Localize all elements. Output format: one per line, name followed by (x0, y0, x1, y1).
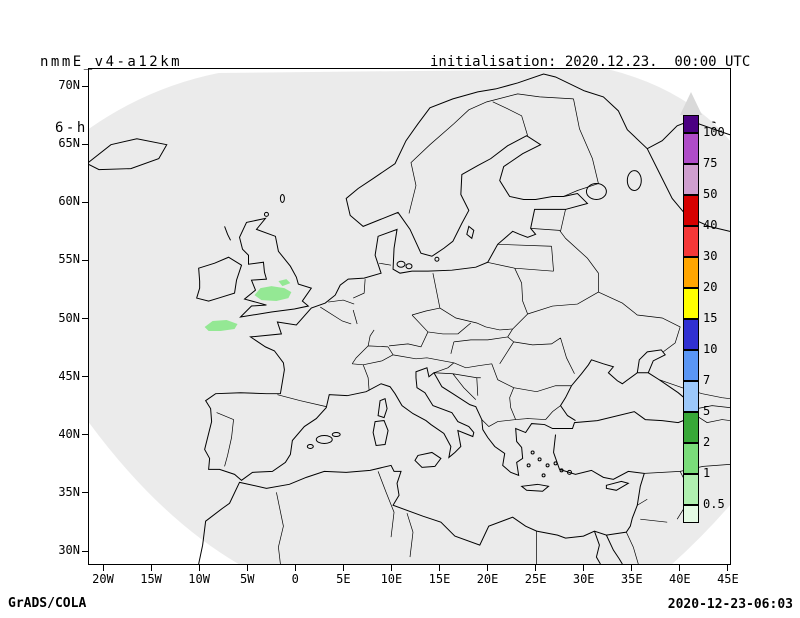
aegean-island (545, 463, 550, 468)
x-axis-tick (342, 565, 344, 571)
hebrides-coast (224, 226, 232, 241)
creation-timestamp: 2020-12-23-06:03 (667, 597, 793, 612)
y-axis-tick-label: 35N (58, 484, 80, 499)
grads-credit: GrADS/COLA (8, 596, 87, 611)
aegean-island (526, 463, 531, 468)
x-axis-tick (438, 565, 440, 571)
gotland-coast (466, 225, 475, 240)
aegean-island (559, 468, 564, 473)
lake-ladoga (585, 183, 607, 200)
orkney-coast (263, 211, 269, 217)
precip-patch (254, 286, 292, 302)
x-axis-tick-label: 10E (380, 572, 403, 586)
x-axis-tick-label: 45E (717, 572, 739, 586)
x-axis-tick (102, 565, 104, 571)
x-axis-tick (631, 565, 633, 571)
precip-field (204, 279, 292, 331)
x-axis-tick (727, 565, 729, 571)
initialisation-time: initialisation: 2020.12.23. 00:00 UTC (430, 54, 751, 70)
corsica-coast (377, 397, 388, 419)
x-axis-tick-label: 15W (140, 572, 162, 586)
sea-of-azov-coast (636, 349, 666, 373)
x-axis-tick-label: 10W (188, 572, 210, 586)
north-russia-river (646, 148, 730, 232)
x-axis-tick-label: 25E (524, 572, 547, 586)
white-sea-coast (584, 90, 730, 150)
iceland-coast (89, 138, 168, 171)
aegean-island (530, 450, 535, 455)
menorca-coast (331, 432, 341, 438)
rhodes-coast (567, 469, 572, 475)
aegean-island (537, 457, 542, 462)
y-axis-tick-label: 55N (58, 252, 80, 267)
coastlines (89, 73, 730, 564)
x-axis-tick-label: 30E (572, 572, 595, 586)
x-axis-tick-label: 35E (620, 572, 643, 586)
ibiza-coast (306, 443, 314, 449)
x-axis-tick-label: 20W (92, 572, 114, 586)
borders-path (216, 93, 730, 564)
x-axis-tick (246, 565, 248, 571)
precip-patch (278, 279, 291, 287)
x-axis-tick (150, 565, 152, 571)
aegean-island (541, 473, 546, 478)
mallorca-coast (315, 435, 333, 444)
great-britain-coast (239, 217, 313, 318)
model-domain-shade (89, 69, 730, 564)
bornholm-coast (434, 256, 440, 262)
nile-river (593, 530, 601, 564)
y-axis-tick-label: 30N (58, 543, 80, 557)
x-axis-tick-label: 40E (668, 572, 691, 586)
cyprus-coast (605, 480, 630, 491)
y-axis-tick-label: 45N (58, 368, 80, 383)
y-axis-tick-label: 50N (58, 310, 80, 325)
sardinia-coast (372, 420, 389, 447)
lake-onega (626, 170, 642, 192)
x-axis-tick (583, 565, 585, 571)
mediterranean-africa-coast (198, 434, 645, 564)
x-axis-tick (294, 565, 296, 571)
ireland-coast (196, 256, 243, 302)
gulf-of-suez (605, 534, 623, 564)
precip-patch (204, 319, 238, 331)
model-name: nmmE_v4-a12km (40, 54, 183, 70)
x-axis-tick (390, 565, 392, 571)
x-axis-tick-label: 20E (476, 572, 499, 586)
x-axis-tick (535, 565, 537, 571)
danish-island (396, 260, 406, 268)
sicily-coast (414, 451, 442, 468)
x-axis-tick (198, 565, 200, 571)
x-axis-tick-label: 5W (239, 572, 255, 586)
x-axis-tick-label: 15E (428, 572, 451, 586)
map-frame (88, 68, 731, 565)
country-borders (216, 93, 730, 564)
aegean-island (553, 461, 558, 466)
danish-island (405, 263, 413, 270)
y-axis-tick-label: 40N (58, 426, 80, 441)
shetland-coast (279, 193, 285, 203)
x-axis-tick (679, 565, 681, 571)
x-axis-tick-label: 0 (291, 572, 299, 586)
y-axis-tick-label: 60N (58, 194, 80, 209)
continental-coast (204, 73, 698, 481)
x-axis-tick-label: 5E (336, 572, 351, 586)
x-axis-tick (487, 565, 489, 571)
europe-map (89, 69, 730, 564)
crete-coast (520, 483, 550, 492)
